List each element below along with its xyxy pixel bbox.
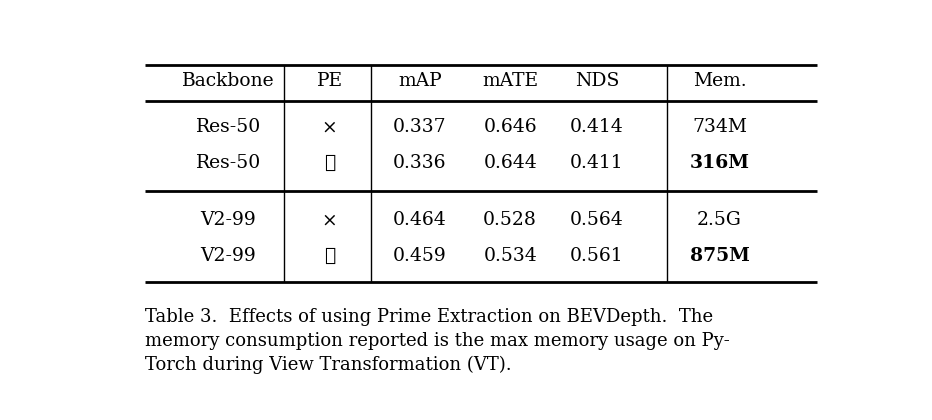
Text: Res-50: Res-50 xyxy=(196,118,261,136)
Text: Mem.: Mem. xyxy=(692,72,747,90)
Text: PE: PE xyxy=(317,72,343,90)
Text: ×: × xyxy=(322,118,337,136)
Text: ×: × xyxy=(322,211,337,229)
Text: 875M: 875M xyxy=(690,247,749,265)
Text: 0.564: 0.564 xyxy=(570,211,624,229)
Text: 0.464: 0.464 xyxy=(393,211,446,229)
Text: 0.336: 0.336 xyxy=(393,154,446,172)
Text: memory consumption reported is the max memory usage on Py-: memory consumption reported is the max m… xyxy=(145,332,730,350)
Text: V2-99: V2-99 xyxy=(200,211,256,229)
Text: 2.5G: 2.5G xyxy=(697,211,742,229)
Text: 0.411: 0.411 xyxy=(570,154,624,172)
Text: Table 3.  Effects of using Prime Extraction on BEVDepth.  The: Table 3. Effects of using Prime Extracti… xyxy=(145,307,714,326)
Text: 0.534: 0.534 xyxy=(484,247,537,265)
Text: Torch during View Transformation (VT).: Torch during View Transformation (VT). xyxy=(145,356,512,374)
Text: 0.414: 0.414 xyxy=(570,118,624,136)
Text: mAP: mAP xyxy=(398,72,442,90)
Text: 0.561: 0.561 xyxy=(570,247,624,265)
Text: ✓: ✓ xyxy=(324,247,336,265)
Text: Res-50: Res-50 xyxy=(196,154,261,172)
Text: 0.644: 0.644 xyxy=(484,154,537,172)
Text: V2-99: V2-99 xyxy=(200,247,256,265)
Text: 0.646: 0.646 xyxy=(484,118,537,136)
Text: Backbone: Backbone xyxy=(182,72,275,90)
Text: 0.337: 0.337 xyxy=(393,118,446,136)
Text: ✓: ✓ xyxy=(324,154,336,172)
Text: mATE: mATE xyxy=(482,72,538,90)
Text: 0.528: 0.528 xyxy=(483,211,537,229)
Text: 0.459: 0.459 xyxy=(393,247,446,265)
Text: 734M: 734M xyxy=(692,118,747,136)
Text: NDS: NDS xyxy=(575,72,619,90)
Text: 316M: 316M xyxy=(690,154,749,172)
